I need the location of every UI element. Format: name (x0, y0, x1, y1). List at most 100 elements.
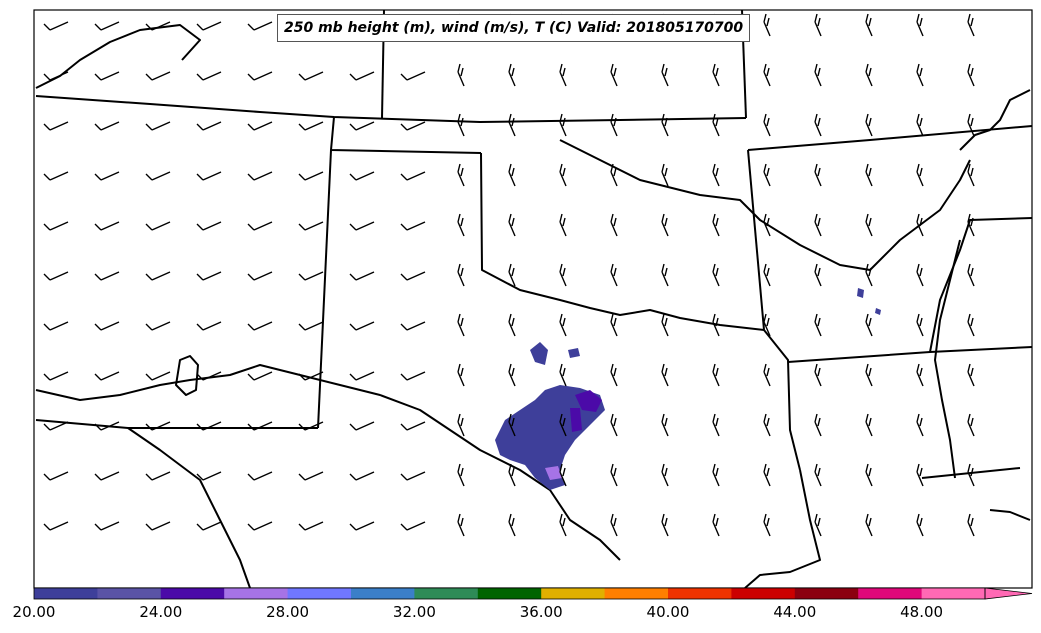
wind-barb (94, 421, 120, 431)
wind-barb (712, 113, 720, 137)
wind-barb (865, 363, 873, 387)
temperature-region-light (545, 466, 562, 480)
colorbar-segment (794, 588, 859, 599)
wind-barb (508, 213, 516, 237)
wind-barb (145, 371, 171, 381)
wind-barb (247, 471, 273, 481)
wind-barb (712, 263, 720, 287)
wind-barb (610, 513, 618, 537)
wind-barb (661, 263, 669, 287)
wind-barb (247, 171, 273, 181)
wind-barb (865, 163, 873, 187)
wind-barb (967, 313, 975, 337)
wind-barb (298, 421, 324, 431)
colorbar-segment (34, 588, 98, 599)
wind-barb (814, 413, 822, 437)
texas-louisiana-border (763, 329, 801, 471)
wind-barb (559, 213, 567, 237)
wind-barb (610, 63, 618, 87)
wind-barb (457, 463, 465, 487)
colorbar-tick-label: 44.00 (773, 603, 817, 621)
wind-barb (661, 463, 669, 487)
wind-barb (43, 471, 69, 481)
wind-barb (610, 263, 618, 287)
temperature-region-small (568, 348, 580, 358)
wind-barb (814, 213, 822, 237)
wind-barb (763, 263, 771, 287)
wind-barb (145, 471, 171, 481)
wind-barb (400, 471, 426, 481)
wind-barb (247, 521, 273, 531)
map-frame (33, 9, 1033, 589)
wind-barb (967, 413, 975, 437)
wind-barb (247, 21, 273, 31)
wind-barb (349, 421, 375, 431)
colorbar-outline (33, 587, 986, 600)
wind-barb (712, 213, 720, 237)
colorbar-tick-label: 32.00 (392, 603, 436, 621)
wind-barb (94, 271, 120, 281)
wind-barb (400, 371, 426, 381)
colorbar-segment (477, 588, 542, 599)
wind-barb (43, 371, 69, 381)
colorbar-extend-arrow (984, 587, 1033, 600)
wind-barb (298, 271, 324, 281)
wind-barb (865, 113, 873, 137)
wind-barb (967, 63, 975, 87)
wind-barb (508, 513, 516, 537)
wind-barb (247, 321, 273, 331)
colorbar-tick-label: 48.00 (900, 603, 944, 621)
wind-barb (865, 63, 873, 87)
wind-barbs (43, 13, 975, 537)
wind-barb (712, 463, 720, 487)
colorbar-segment (414, 588, 479, 599)
wind-barb (967, 513, 975, 537)
colorbar-segment (97, 588, 162, 599)
wind-barb (145, 171, 171, 181)
wind-barb (559, 413, 567, 437)
wind-barb (865, 13, 873, 37)
temperature-region-violet (575, 390, 602, 412)
wind-barb (400, 171, 426, 181)
wind-barb (457, 413, 465, 437)
wind-barb (508, 113, 516, 137)
colorbar-segment (731, 588, 796, 599)
wind-barb (247, 271, 273, 281)
colorbar-segment (160, 588, 225, 599)
texas-new-mexico-border (317, 149, 332, 429)
louisiana-mississippi-border (921, 467, 1021, 479)
wind-barb (559, 113, 567, 137)
wind-barb (712, 63, 720, 87)
wind-barb (916, 413, 924, 437)
map-title: 250 mb height (m), wind (m/s), T (C) Val… (277, 14, 751, 42)
wind-barb (916, 213, 924, 237)
wind-barb (43, 421, 69, 431)
wind-barb (610, 163, 618, 187)
wind-barb (457, 213, 465, 237)
wind-barb (247, 221, 273, 231)
wind-barb (661, 63, 669, 87)
wind-barb (559, 63, 567, 87)
wind-barb (247, 71, 273, 81)
wind-barb (196, 521, 222, 531)
wind-barb (94, 71, 120, 81)
wind-barb (94, 171, 120, 181)
colorbar-tick-label: 28.00 (266, 603, 310, 621)
wind-barb (145, 421, 171, 431)
wind-barb (43, 171, 69, 181)
wind-barb (712, 413, 720, 437)
coast-east (989, 509, 1031, 521)
wind-barb (661, 213, 669, 237)
wind-barb (661, 113, 669, 137)
wind-barb (967, 363, 975, 387)
texas-coast (744, 469, 821, 589)
wind-barb (349, 271, 375, 281)
wind-barb (661, 163, 669, 187)
wind-barb (610, 213, 618, 237)
colorbar-tick-label: 24.00 (139, 603, 183, 621)
wind-barb (457, 363, 465, 387)
wind-barb (559, 463, 567, 487)
colorbar-segment (351, 588, 415, 599)
wind-barb (610, 413, 618, 437)
wind-barb (610, 313, 618, 337)
